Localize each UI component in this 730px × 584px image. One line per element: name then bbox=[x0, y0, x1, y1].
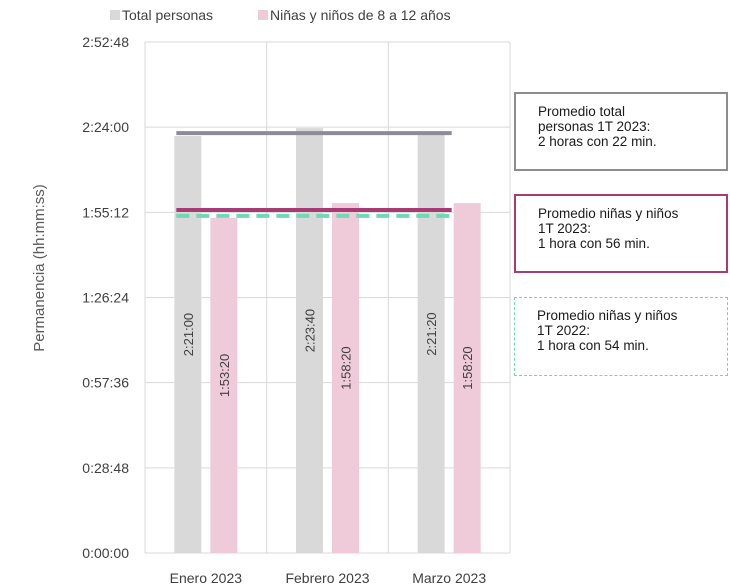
annotation-ninos-2023: Promedio niñas y niños 1T 2023: 1 hora c… bbox=[514, 194, 728, 273]
bar-ninos bbox=[332, 203, 359, 554]
labels-layer: 0:00:00 0:28:48 0:57:36 1:26:24 1:55:12 2:24:… bbox=[82, 34, 486, 584]
annotation-total-line-2: personas 1T 2023: bbox=[538, 119, 651, 134]
legend-swatch-ninos bbox=[258, 10, 268, 20]
data-label-ninos: 1:53:20 bbox=[217, 354, 232, 397]
annotation-total-line-1: Promedio total bbox=[538, 104, 626, 119]
legend-label-ninos: Niñas y niños de 8 a 12 años bbox=[270, 7, 451, 23]
y-tick-label: 0:28:48 bbox=[82, 460, 129, 476]
data-label-total: 2:21:20 bbox=[424, 312, 439, 355]
data-label-ninos: 1:58:20 bbox=[339, 346, 354, 389]
annotation-2023-line-1: Promedio niñas y niños bbox=[538, 206, 679, 221]
annotation-total-line-3: 2 horas con 22 min. bbox=[538, 134, 657, 149]
y-tick-label: 0:00:00 bbox=[82, 545, 129, 561]
y-axis-label: Permanencia (hh:mm:ss) bbox=[31, 184, 48, 352]
legend-label-total: Total personas bbox=[122, 7, 213, 23]
bar-ninos bbox=[210, 217, 238, 553]
annotation-ninos-2022: Promedio niñas y niños 1T 2022: 1 hora c… bbox=[514, 297, 728, 376]
data-label-ninos: 1:58:20 bbox=[460, 346, 475, 389]
x-tick-label: Marzo 2023 bbox=[412, 570, 486, 584]
annotation-2022-line-2: 1T 2022: bbox=[537, 323, 591, 338]
y-tick-label: 2:24:00 bbox=[82, 119, 129, 135]
bars-layer bbox=[174, 128, 481, 554]
annotation-2023-line-2: 1T 2023: bbox=[538, 221, 592, 236]
bar-ninos bbox=[453, 203, 481, 554]
reference-lines bbox=[176, 131, 452, 218]
y-tick-label: 1:26:24 bbox=[82, 290, 129, 306]
y-tick-label: 2:52:48 bbox=[82, 34, 129, 50]
x-tick-label: Enero 2023 bbox=[170, 570, 243, 584]
annotation-2022-line-1: Promedio niñas y niños bbox=[537, 308, 678, 323]
annotation-2023-line-3: 1 hora con 56 min. bbox=[538, 236, 650, 251]
bar-total bbox=[174, 136, 202, 553]
data-label-total: 2:23:40 bbox=[303, 309, 318, 352]
data-label-total: 2:21:00 bbox=[181, 313, 196, 356]
grid-layer bbox=[144, 41, 511, 554]
bar-total bbox=[417, 135, 445, 553]
bar-total bbox=[296, 128, 323, 553]
y-tick-label: 1:55:12 bbox=[82, 204, 129, 220]
annotation-total-personas: Promedio total personas 1T 2023: 2 horas… bbox=[514, 92, 728, 171]
y-tick-label: 0:57:36 bbox=[82, 375, 129, 391]
legend-swatch-total bbox=[110, 10, 120, 20]
x-tick-label: Febrero 2023 bbox=[285, 570, 369, 584]
legend: Total personas Niñas y niños de 8 a 12 a… bbox=[110, 7, 451, 23]
annotation-2022-line-3: 1 hora con 54 min. bbox=[537, 338, 649, 353]
